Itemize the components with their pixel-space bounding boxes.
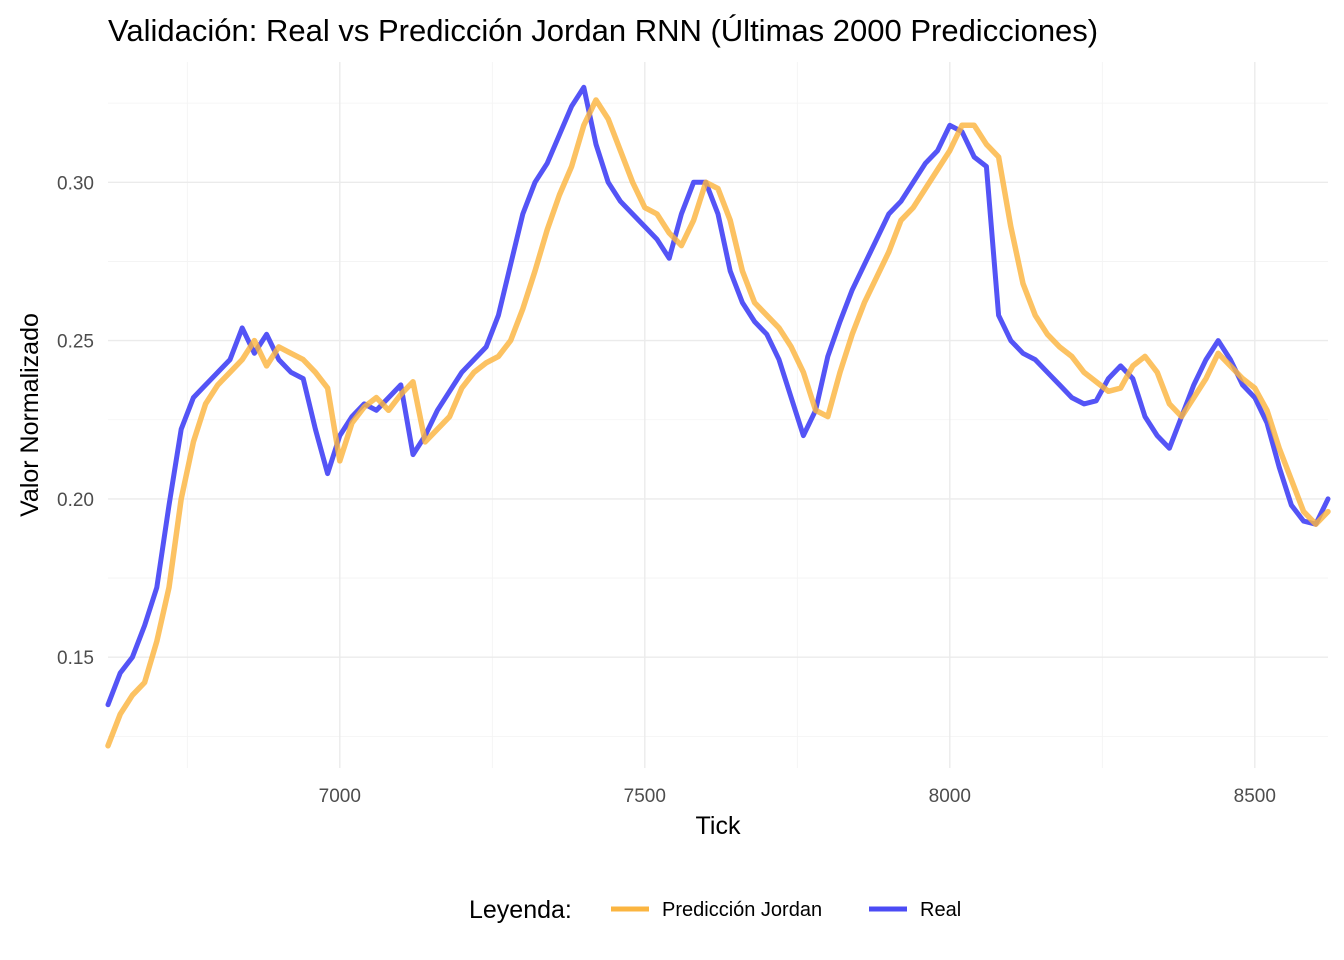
legend-label-real: Real bbox=[920, 899, 961, 921]
series-layer bbox=[105, 84, 1331, 749]
x-tick-label: 7000 bbox=[319, 786, 361, 807]
x-axis-title: Tick bbox=[696, 812, 741, 840]
y-tick-label: 0.20 bbox=[57, 490, 94, 511]
x-tick-label: 8500 bbox=[1234, 786, 1276, 807]
x-axis-ticks: 7000 7500 8000 8500 bbox=[319, 786, 1276, 807]
chart-title: Validación: Real vs Predicción Jordan RN… bbox=[108, 13, 1098, 48]
grid bbox=[108, 62, 1328, 768]
legend: Leyenda: Predicción Jordan Real bbox=[469, 896, 961, 924]
y-axis-ticks: 0.15 0.20 0.25 0.30 bbox=[57, 173, 94, 669]
series-line-real bbox=[105, 84, 1331, 708]
legend-label-prediction: Predicción Jordan bbox=[662, 899, 822, 921]
y-tick-label: 0.30 bbox=[57, 173, 94, 194]
y-tick-label: 0.25 bbox=[57, 332, 94, 353]
y-tick-label: 0.15 bbox=[57, 648, 94, 669]
x-tick-label: 8000 bbox=[929, 786, 971, 807]
y-axis-title: Valor Normalizado bbox=[16, 313, 44, 517]
series-line-prediction bbox=[105, 97, 1331, 749]
legend-title: Leyenda: bbox=[469, 896, 572, 924]
x-tick-label: 7500 bbox=[624, 786, 666, 807]
